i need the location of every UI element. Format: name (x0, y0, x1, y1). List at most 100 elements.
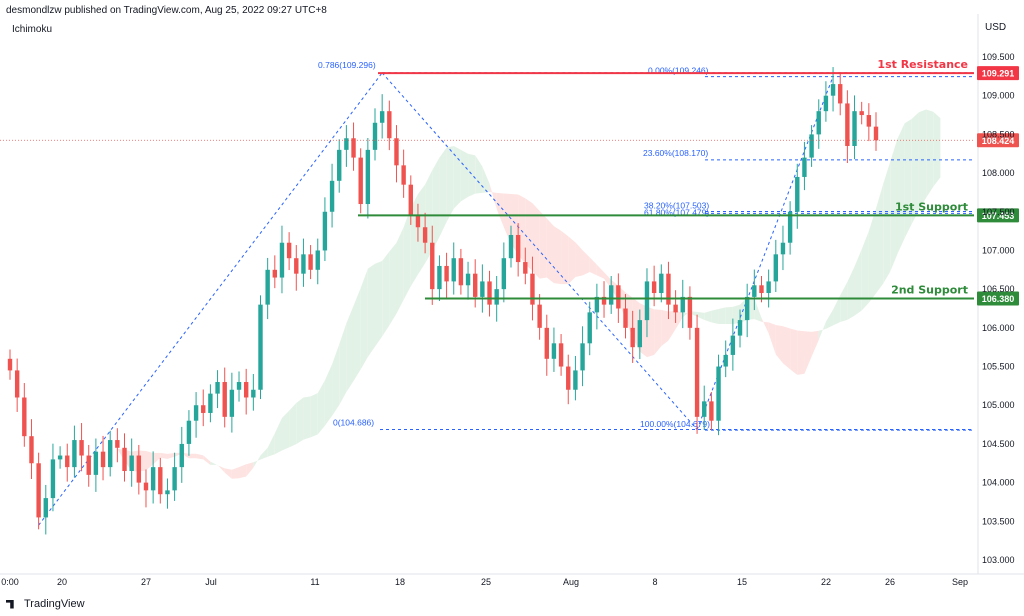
candle-body (873, 126, 879, 141)
candle-body (165, 490, 170, 495)
cloud-segment (833, 295, 841, 326)
candle-body (551, 343, 557, 359)
cloud-segment (417, 184, 426, 275)
candle-body (143, 482, 149, 491)
candle-body (473, 273, 478, 297)
tradingview-icon (6, 599, 14, 609)
last-price-tag (977, 133, 1019, 148)
candle-body (838, 84, 843, 104)
cloud-segment (761, 317, 769, 334)
cloud-segment (217, 464, 225, 473)
cloud-segment (782, 326, 791, 370)
candle-body (802, 157, 807, 177)
candle-body (251, 389, 256, 398)
candle-body (723, 354, 728, 367)
candle-body (50, 459, 56, 499)
candle-body (408, 184, 413, 216)
level-label: 1st Support (895, 200, 968, 213)
cloud-segment (933, 111, 941, 187)
candle-body (823, 95, 829, 112)
y-tick-label: 109.000 (982, 91, 1015, 101)
candle-body (694, 327, 700, 417)
cloud-segment (840, 281, 848, 322)
price-tag (977, 208, 1019, 223)
cloud-segment (926, 109, 934, 198)
y-tick-label: 106.000 (982, 323, 1015, 333)
cloud-segment (883, 161, 891, 284)
fib-label: 61.80%(107.479) (644, 207, 709, 217)
candle-body (787, 211, 793, 243)
tradingview-logo[interactable]: TradingView (6, 598, 85, 610)
candle-body (115, 440, 120, 448)
cloud-segment (568, 236, 576, 285)
price-tag-label: 106.380 (982, 294, 1015, 304)
cloud-segment (811, 330, 819, 357)
cloud-segment (81, 383, 89, 402)
candle-body (222, 382, 227, 417)
candle-body (136, 455, 142, 483)
candle-body (780, 242, 786, 255)
cloud-segment (775, 324, 783, 364)
cloud-segment (797, 330, 805, 375)
candle-body (845, 103, 850, 146)
cloud-segment (890, 138, 898, 272)
candle-body (72, 440, 77, 468)
cloud-segment (825, 309, 834, 329)
cloud-segment (868, 208, 876, 303)
candle-body (480, 281, 485, 297)
candle-body (637, 320, 643, 348)
cloud-segment (360, 268, 368, 370)
y-tick-label: 104.000 (982, 478, 1015, 488)
candle-body (523, 262, 528, 274)
price-tag-label: 109.291 (982, 69, 1015, 79)
cloud-segment (224, 468, 232, 479)
candle-body (193, 405, 199, 421)
candle-body (451, 258, 456, 282)
cloud-segment (231, 467, 240, 479)
cloud-segment (239, 464, 247, 479)
cloud-segment (582, 250, 590, 276)
cloud-segment (668, 310, 676, 341)
cloud-segment (861, 231, 869, 311)
y-tick-label: 107.500 (982, 207, 1015, 217)
candle-body (515, 234, 521, 263)
candle-body (566, 366, 571, 390)
candle-body (22, 397, 27, 437)
cloud-segment (589, 257, 597, 276)
level-label: 1st Resistance (877, 58, 968, 71)
cloud-segment (403, 207, 411, 300)
cloud-segment (382, 251, 390, 337)
y-axis: 103.000 103.500 104.000 104.500 105.000 105.5… (982, 52, 1015, 565)
cloud-segment (546, 218, 554, 284)
candle-body (444, 265, 449, 282)
cloud-segment (697, 311, 705, 320)
cloud-segment (525, 198, 533, 271)
candle-body (272, 269, 278, 278)
candle-body (422, 227, 428, 243)
x-tick-label: 15 (737, 577, 747, 587)
candle-body (651, 281, 657, 294)
cloud-segment (876, 184, 884, 294)
indicator-label[interactable]: Ichimoku (12, 24, 53, 35)
cloud-segment (539, 210, 547, 279)
candle-body (644, 281, 650, 321)
fib-label: 0.786(109.296) (318, 60, 376, 70)
candle-body (594, 296, 600, 313)
x-tick-label: 22 (821, 577, 831, 587)
candle-body (737, 320, 743, 336)
cloud-segment (339, 323, 347, 406)
cloud-segment (196, 453, 204, 460)
cloud-segment (446, 145, 454, 222)
candle-body (830, 84, 836, 96)
candle-body (86, 455, 91, 475)
ichimoku-cloud (74, 109, 941, 479)
candle-body (852, 111, 857, 146)
candle-body (372, 122, 378, 150)
candle-body (57, 455, 63, 460)
cloud-segment (532, 203, 540, 279)
cloud-segment (310, 393, 318, 438)
candle-body (580, 343, 585, 371)
cloud-segment (732, 304, 741, 324)
candle-body (401, 165, 406, 185)
